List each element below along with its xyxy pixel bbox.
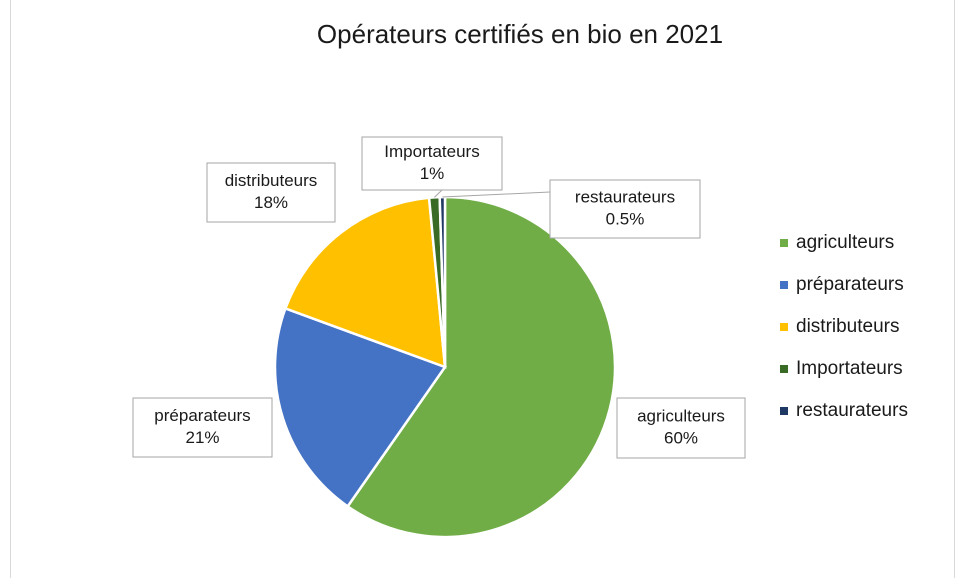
legend-label: préparateurs	[796, 274, 904, 295]
data-label-name: Importateurs	[384, 142, 479, 161]
data-label-box	[132, 397, 273, 458]
data-label-name: agriculteurs	[637, 406, 725, 425]
data-label-value: 18%	[254, 193, 288, 212]
legend-marker	[780, 239, 788, 247]
data-label-box	[206, 162, 336, 223]
data-label-name: distributeurs	[225, 171, 318, 190]
legend-marker	[780, 365, 788, 373]
legend-marker	[780, 407, 788, 415]
legend-label: restaurateurs	[796, 400, 908, 421]
data-label-box	[616, 397, 746, 459]
data-label-box	[361, 136, 503, 191]
leader-line	[442, 191, 551, 198]
pie-slice	[273, 306, 447, 509]
data-label-box	[549, 179, 701, 239]
legend-label: Importateurs	[796, 358, 903, 379]
leader-line	[434, 189, 443, 198]
pie-slice	[345, 195, 617, 539]
data-label-value: 1%	[420, 164, 445, 183]
legend-marker	[780, 323, 788, 331]
legend-label: agriculteurs	[796, 232, 894, 253]
data-label-name: restaurateurs	[575, 187, 675, 206]
pie-slice	[283, 196, 447, 369]
data-label-name: préparateurs	[154, 406, 250, 425]
legend-marker	[780, 281, 788, 289]
data-label-value: 60%	[664, 428, 698, 447]
legend-label: distributeurs	[796, 316, 900, 337]
data-label-value: 21%	[185, 428, 219, 447]
data-label-value: 0.5%	[606, 209, 645, 228]
chart-title: Opérateurs certifiés en bio en 2021	[317, 19, 723, 49]
